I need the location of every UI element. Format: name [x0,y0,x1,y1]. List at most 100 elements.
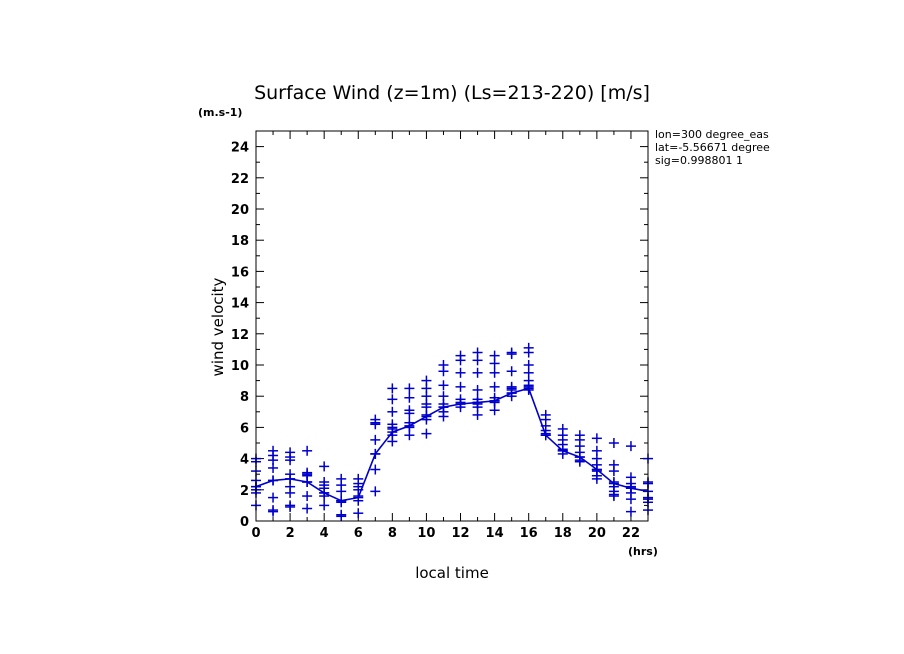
data-point-marker [302,503,313,514]
data-point-marker [302,445,313,456]
data-point-marker [370,417,381,428]
data-point-marker [472,367,483,378]
data-point-marker [285,455,296,466]
x-tick-label: 6 [354,526,363,541]
y-tick-label: 18 [231,234,249,249]
data-point-marker [625,494,636,505]
data-point-marker [387,383,398,394]
x-tick-label: 0 [251,526,260,541]
plot-frame [255,130,649,522]
data-point-marker [370,448,381,459]
x-axis-label: local time [415,564,489,582]
data-point-marker [574,456,585,467]
x-tick-label: 12 [451,526,469,541]
data-point-marker [268,475,279,486]
y-tick-label: 12 [231,328,249,343]
y-tick-label: 24 [231,141,249,156]
data-point-marker [336,511,347,522]
x-tick-label: 14 [486,526,504,541]
y-tick-label: 16 [231,265,249,280]
data-point-marker [489,358,500,369]
info-line: lon=300 degree_eas [655,128,769,141]
data-point-marker [285,501,296,512]
data-point-marker [387,422,398,433]
x-tick-label: 2 [286,526,295,541]
data-point-marker [472,399,483,409]
data-point-marker [625,481,636,492]
y-unit-label: (m.s-1) [198,106,242,119]
info-line: lat=-5.56671 degree [655,141,770,154]
y-tick-label: 10 [231,359,249,374]
y-tick-label: 6 [240,421,249,436]
data-point-marker [608,438,619,448]
info-line: sig=0.998801 1 [655,154,743,167]
data-point-marker [336,486,347,497]
data-point-marker [404,430,415,441]
axis-ticks [255,130,649,522]
data-point-marker [489,395,500,406]
data-point-marker [608,491,619,502]
y-tick-label: 0 [240,515,249,530]
data-point-marker [472,355,483,366]
data-point-marker [557,448,568,459]
data-point-marker [302,491,313,502]
data-point-marker [387,406,398,417]
x-tick-label: 8 [388,526,397,541]
data-point-marker [404,383,415,394]
x-tick-label: 20 [588,526,606,541]
data-point-marker [353,481,364,492]
x-tick-label: 18 [554,526,572,541]
data-point-marker [404,392,415,403]
data-point-marker [421,402,432,413]
data-point-marker [523,380,534,391]
data-point-marker [404,408,415,419]
y-tick-label: 22 [231,172,249,187]
data-point-marker [608,466,619,477]
data-point-marker [353,508,364,519]
data-point-marker [455,381,466,392]
data-point-marker [387,394,398,405]
data-point-marker [506,349,517,360]
y-tick-label: 2 [240,484,249,499]
data-point-marker [489,367,500,378]
data-point-marker [506,383,517,394]
y-tick-label: 4 [240,453,249,468]
x-tick-label: 4 [320,526,329,541]
x-tick-label: 16 [520,526,538,541]
data-point-marker [370,434,381,445]
data-point-marker [472,384,483,395]
data-point-marker [319,500,330,511]
data-point-marker [268,492,279,503]
data-point-marker [489,405,500,416]
y-tick-label: 8 [240,390,249,405]
data-point-marker [319,491,330,502]
data-point-marker [591,473,602,484]
data-point-marker [489,381,500,392]
data-point-marker [421,428,432,439]
data-point-marker [523,347,534,358]
data-point-marker [319,461,330,472]
data-point-marker [370,464,381,475]
data-point-marker [268,450,279,461]
data-point-marker [455,367,466,378]
x-tick-label: 10 [417,526,435,541]
data-point-marker [455,355,466,366]
y-tick-label: 14 [231,297,249,312]
data-point-marker [625,506,636,517]
mean-wind-line [255,387,649,502]
data-point-marker [625,441,636,452]
data-point-marker [438,406,449,417]
data-point-marker [540,428,551,439]
data-series [251,342,653,522]
data-point-marker [353,495,364,506]
x-unit-label: (hrs) [628,545,658,558]
data-point-marker [472,409,483,420]
data-point-marker [336,497,347,508]
x-tick-label: 22 [622,526,640,541]
data-point-marker [455,397,466,408]
data-point-marker [285,487,296,498]
data-point-marker [319,480,330,491]
